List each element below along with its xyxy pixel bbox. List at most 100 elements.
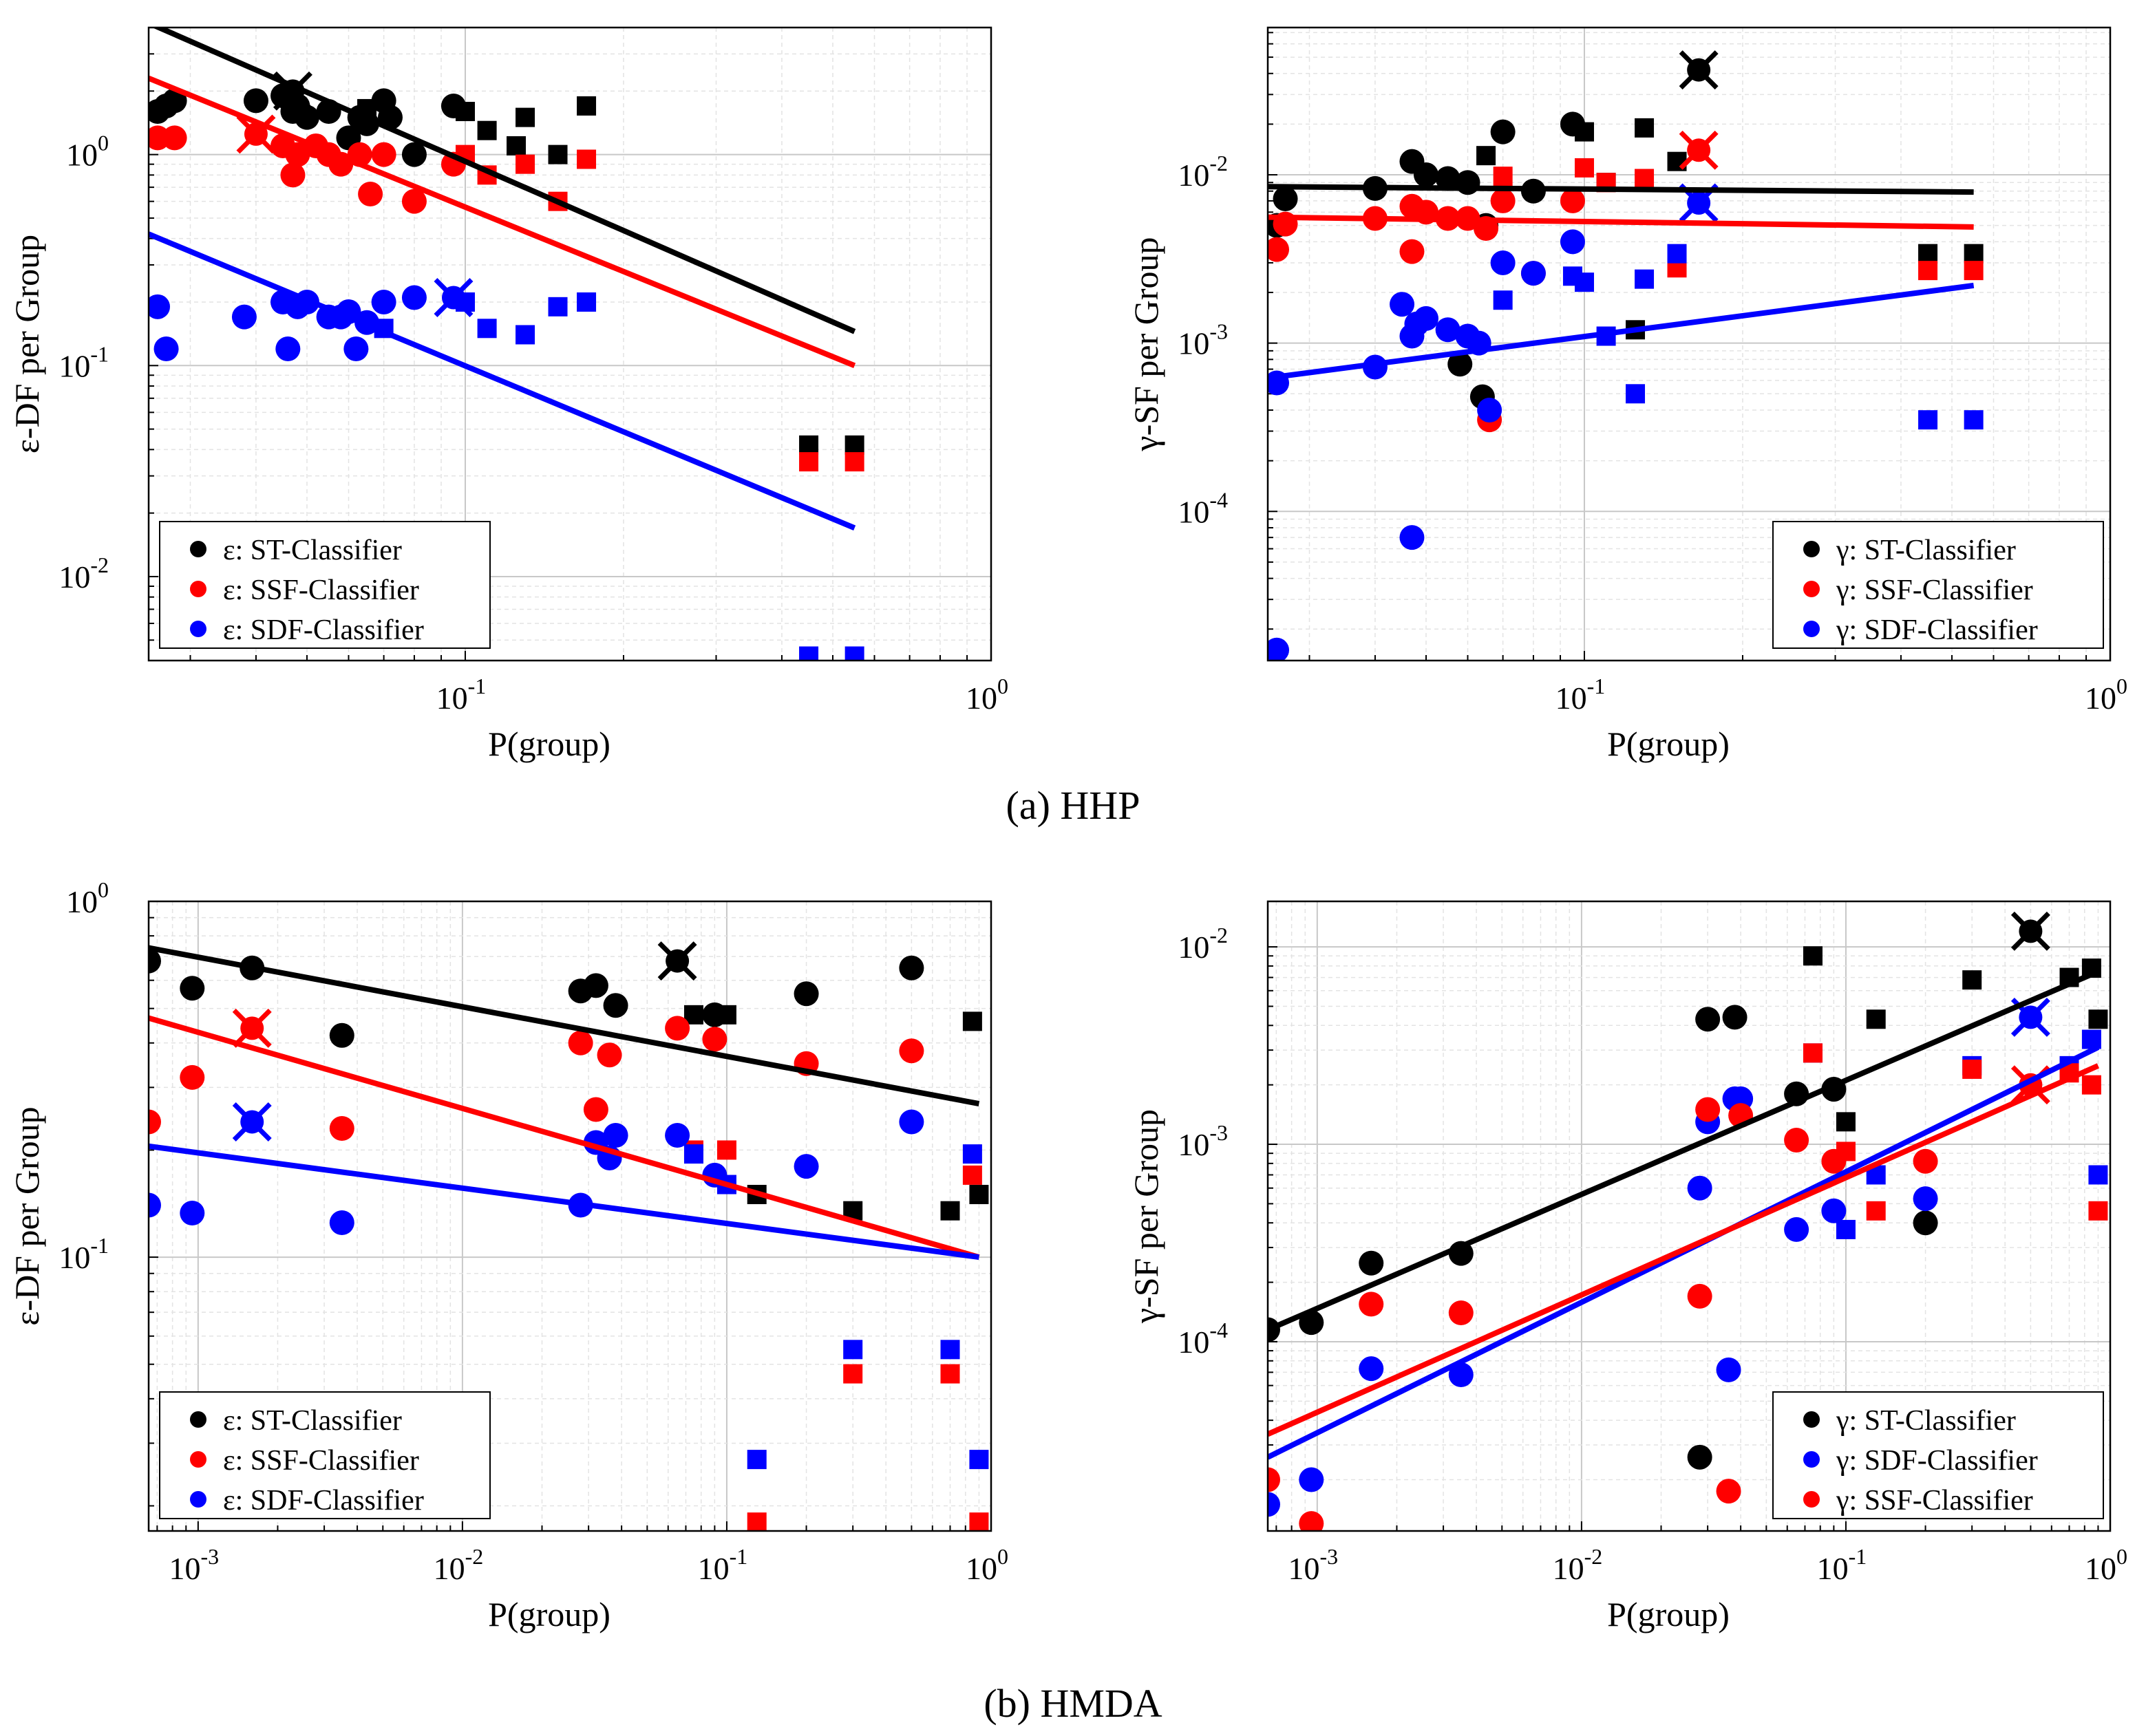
data-point-square xyxy=(962,1165,982,1185)
legend: ε: ST-Classifier ε: SSF-Classifier ε: SDF-… xyxy=(159,521,491,649)
data-point-square xyxy=(1574,272,1594,292)
data-point-circle xyxy=(294,105,319,130)
data-point-circle xyxy=(1448,1300,1474,1326)
data-point-square xyxy=(477,319,497,339)
data-point-circle xyxy=(329,1116,354,1142)
chart-hmda-eps: 10-3 10-2 10-1 100 10-1 100 P(group) ε-DF per G… xyxy=(8,877,1008,1633)
legend-label: ε: SDF-Classifier xyxy=(223,614,424,646)
legend-box xyxy=(1772,521,2104,649)
data-point-circle xyxy=(1413,306,1438,331)
data-point-circle xyxy=(401,142,427,167)
data-point-square xyxy=(843,1364,863,1384)
data-point-square xyxy=(1803,946,1823,966)
legend-label: γ: SSF-Classifier xyxy=(1836,1485,2033,1517)
fit-line-ssf-classifier xyxy=(1268,214,1974,230)
data-point-square xyxy=(1964,244,1984,264)
data-point-circle xyxy=(583,1097,608,1122)
data-point-circle xyxy=(702,1027,727,1052)
data-point-circle xyxy=(1716,1479,1741,1504)
data-point-circle xyxy=(1687,1283,1712,1309)
data-point-circle xyxy=(1477,397,1502,422)
legend: ε: ST-Classifier ε: SSF-Classifier ε: SDF-… xyxy=(159,1391,491,1519)
data-point-cross xyxy=(1679,130,1719,170)
data-point-circle xyxy=(1490,188,1516,213)
data-point-circle xyxy=(1273,186,1298,211)
data-point-circle xyxy=(1560,111,1585,137)
data-point-square xyxy=(577,292,597,312)
data-point-circle xyxy=(1299,1511,1324,1531)
data-point-circle xyxy=(231,304,257,330)
data-point-circle xyxy=(1716,1357,1741,1382)
legend-label: ε: ST-Classifier xyxy=(223,535,402,566)
data-point-square xyxy=(844,646,864,661)
data-point-square xyxy=(1635,269,1655,289)
legend-box xyxy=(1772,1391,2104,1519)
y-axis-label: γ-SF per Group xyxy=(1127,1109,1165,1324)
data-point-circle xyxy=(1687,1175,1712,1201)
data-point-cross xyxy=(232,1102,272,1142)
data-point-square xyxy=(969,1512,989,1531)
data-point-cross xyxy=(232,1008,272,1048)
data-point-square xyxy=(1918,261,1938,281)
axes-frame xyxy=(1266,900,2112,1532)
data-point-square xyxy=(1918,244,1938,264)
x-tick-label: 10-3 xyxy=(1288,1544,1339,1586)
data-point-circle xyxy=(180,1064,205,1090)
legend-marker xyxy=(190,1451,206,1468)
data-point-square xyxy=(1493,290,1513,310)
data-point-circle xyxy=(1913,1210,1938,1236)
data-point-circle xyxy=(329,1210,354,1235)
data-point-circle xyxy=(1268,1492,1280,1517)
data-point-circle xyxy=(1299,1467,1324,1492)
data-point-circle xyxy=(1560,229,1585,255)
data-point-circle xyxy=(1447,352,1473,377)
fit-line-st-classifier xyxy=(1268,184,1974,195)
data-point-circle xyxy=(149,948,161,974)
data-point-square xyxy=(1836,1219,1856,1239)
legend-label: γ: SSF-Classifier xyxy=(1836,575,2033,606)
x-axis-label: P(group) xyxy=(488,725,610,763)
fit-line-st-classifier xyxy=(149,945,980,1106)
data-point-circle xyxy=(1359,1292,1384,1317)
data-point-square xyxy=(577,149,597,169)
data-point-square xyxy=(1962,1059,1982,1079)
data-point-square xyxy=(1962,970,1982,990)
x-tick-label: 10-1 xyxy=(698,1544,748,1586)
data-point-circle xyxy=(1913,1148,1938,1174)
data-point-square xyxy=(799,452,819,472)
data-marks xyxy=(149,941,989,1531)
legend-marker xyxy=(1803,1411,1820,1428)
data-point-circle xyxy=(1695,1097,1721,1122)
data-point-square xyxy=(1803,1043,1823,1063)
data-point-circle xyxy=(583,973,608,998)
data-point-circle xyxy=(665,1016,690,1041)
data-point-circle xyxy=(1359,1356,1384,1382)
data-point-circle xyxy=(1399,239,1425,264)
data-point-circle xyxy=(180,1201,205,1226)
data-point-square xyxy=(683,1144,703,1164)
data-point-square xyxy=(2088,1009,2108,1029)
data-point-square xyxy=(940,1364,960,1384)
legend-marker xyxy=(190,621,206,637)
y-axis-label: ε-DF per Group xyxy=(8,1106,46,1325)
legend-label: γ: ST-Classifier xyxy=(1836,1405,2016,1437)
legend-label: γ: SDF-Classifier xyxy=(1836,1445,2038,1477)
data-point-square xyxy=(1635,169,1655,189)
data-point-square xyxy=(969,1450,989,1470)
data-point-circle xyxy=(243,88,268,114)
data-point-circle xyxy=(603,993,628,1018)
axes-frame xyxy=(1266,26,2112,662)
legend: γ: ST-Classifier γ: SDF-Classifier γ: SSF-… xyxy=(1772,1391,2104,1519)
data-point-circle xyxy=(1268,1467,1280,1492)
data-point-circle xyxy=(1695,1007,1721,1032)
x-tick-label: 100 xyxy=(2085,674,2127,716)
x-tick-label: 10-2 xyxy=(1553,1544,1603,1586)
data-point-circle xyxy=(162,125,187,151)
legend-box xyxy=(159,1391,491,1519)
y-tick-label: 10-3 xyxy=(1178,319,1228,361)
data-point-square xyxy=(548,297,568,317)
data-point-circle xyxy=(597,1042,622,1068)
data-point-circle xyxy=(275,336,301,362)
data-point-circle xyxy=(343,336,369,362)
